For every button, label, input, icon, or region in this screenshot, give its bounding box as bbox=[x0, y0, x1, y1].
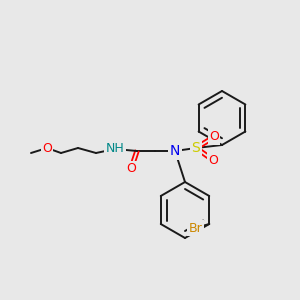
Text: O: O bbox=[209, 130, 219, 143]
Text: O: O bbox=[208, 154, 218, 166]
Text: NH: NH bbox=[106, 142, 124, 155]
Text: N: N bbox=[170, 144, 180, 158]
Text: O: O bbox=[126, 163, 136, 176]
Text: S: S bbox=[192, 141, 200, 155]
Text: O: O bbox=[42, 142, 52, 154]
Text: Br: Br bbox=[188, 221, 202, 235]
